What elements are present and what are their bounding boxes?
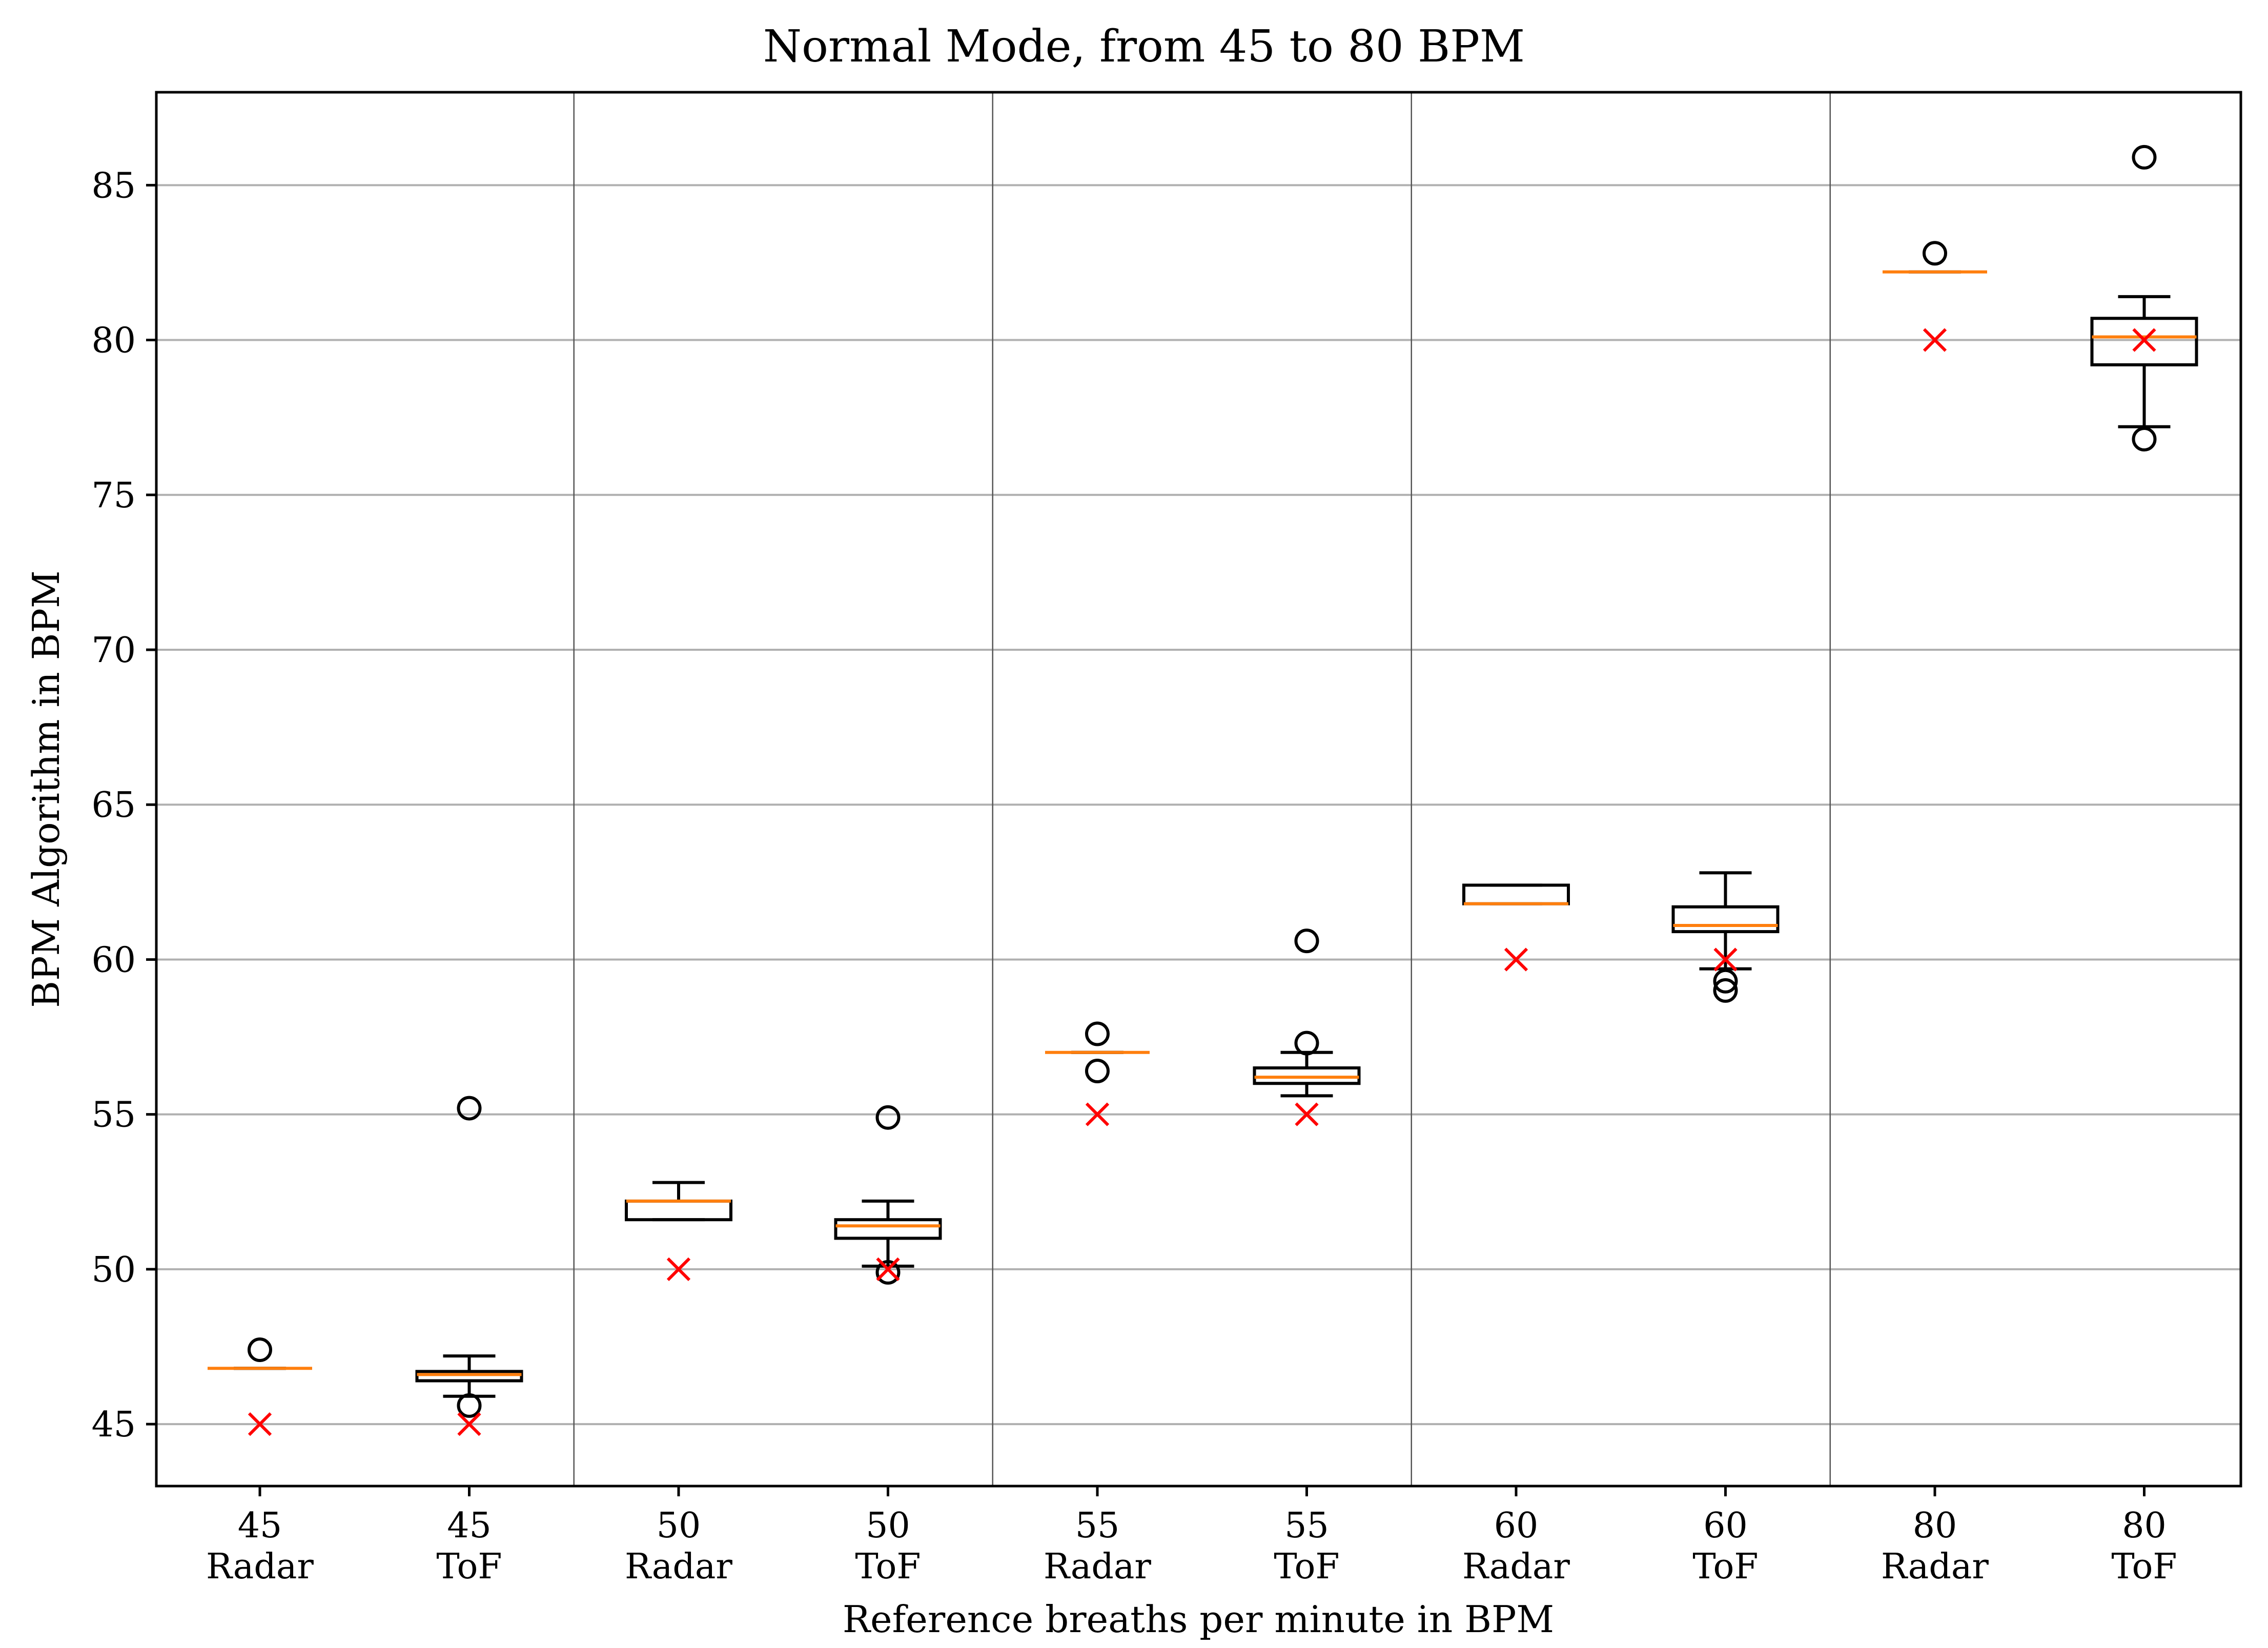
box-group-60-radar	[1462, 883, 1570, 972]
y-axis: 45 50 55 60 65 70 75 80 85	[91, 166, 156, 1445]
reference-marker-stroke	[1504, 947, 1528, 972]
reference-marker	[1295, 1102, 1319, 1126]
outlier-point	[457, 1096, 482, 1121]
reference-marker-stroke	[876, 1257, 900, 1282]
reference-marker	[1713, 947, 1738, 972]
x-axis: 45Radar45ToF50Radar50ToF55Radar55ToF60Ra…	[206, 1486, 2177, 1587]
box	[834, 1218, 942, 1240]
x-tick-label-sensor: Radar	[1462, 1547, 1570, 1587]
reference-marker	[457, 1412, 481, 1436]
data-layer	[208, 145, 2198, 1436]
y-tick-label: 50	[91, 1250, 136, 1290]
outlier-point	[1294, 929, 1319, 954]
x-tick-label-reference: 45	[238, 1506, 282, 1546]
reference-marker	[666, 1257, 691, 1282]
y-tick-label: 60	[91, 940, 136, 980]
y-tick-label: 75	[91, 476, 136, 516]
plot-frame	[155, 91, 2242, 1488]
x-tick-label-sensor: ToF	[855, 1547, 921, 1587]
outlier-point	[1085, 1059, 1110, 1084]
outlier-point	[1713, 969, 1738, 994]
x-axis-label: Reference breaths per minute in BPM	[843, 1598, 1554, 1641]
reference-marker	[1085, 1102, 1110, 1126]
y-tick-label: 85	[91, 166, 136, 206]
x-tick-label-reference: 55	[1284, 1506, 1329, 1546]
reference-marker	[2132, 328, 2156, 352]
box-group-55-tof	[1253, 929, 1361, 1126]
box-group-55-radar	[1045, 1021, 1150, 1126]
x-tick-label-reference: 80	[2122, 1506, 2167, 1546]
x-tick-label-reference: 60	[1703, 1506, 1748, 1546]
y-tick-label: 70	[91, 630, 136, 671]
outlier-point	[1294, 1031, 1319, 1056]
y-tick-label: 45	[91, 1405, 136, 1445]
reference-marker-stroke	[1085, 1102, 1110, 1126]
outlier-point	[457, 1393, 482, 1418]
box	[1253, 1066, 1361, 1085]
box-group-60-tof	[1671, 871, 1780, 1003]
box-group-50-tof	[834, 1105, 942, 1285]
x-tick-label-sensor: ToF	[1274, 1547, 1339, 1587]
y-tick-label: 80	[91, 321, 136, 361]
box-group-45-tof	[415, 1096, 523, 1436]
outlier-point	[2132, 426, 2157, 451]
x-tick-label-sensor: Radar	[1044, 1547, 1151, 1587]
reference-marker-stroke	[1295, 1102, 1319, 1126]
x-tick-label-sensor: ToF	[436, 1547, 502, 1587]
x-tick-label-reference: 55	[1075, 1506, 1120, 1546]
box	[415, 1370, 523, 1383]
box	[1671, 905, 1780, 934]
grid-layer	[156, 184, 2241, 1426]
x-tick-label-sensor: Radar	[206, 1547, 314, 1587]
box-group-80-radar	[1883, 241, 1987, 352]
x-tick-label-reference: 80	[1913, 1506, 1957, 1546]
reference-marker	[1923, 328, 1947, 352]
x-tick-label-sensor: Radar	[625, 1547, 732, 1587]
x-tick-label-sensor: ToF	[2111, 1547, 2177, 1587]
outlier-point	[875, 1105, 901, 1130]
x-tick-label-reference: 60	[1494, 1506, 1539, 1546]
outlier-point	[2132, 145, 2157, 170]
reference-marker	[1504, 947, 1528, 972]
reference-marker-stroke	[1923, 328, 1947, 352]
y-axis-label: BPM Algorithm in BPM	[25, 570, 68, 1008]
reference-marker	[248, 1412, 272, 1436]
y-tick-label: 55	[91, 1095, 136, 1136]
y-tick-label: 65	[91, 785, 136, 826]
outlier-point	[1713, 978, 1738, 1003]
reference-marker-stroke	[457, 1412, 481, 1436]
reference-marker-stroke	[248, 1412, 272, 1436]
outlier-point	[1085, 1021, 1110, 1046]
x-tick-label-reference: 50	[657, 1506, 701, 1546]
outlier-point	[875, 1260, 901, 1285]
reference-marker-stroke	[1713, 947, 1738, 972]
x-tick-label-reference: 45	[447, 1506, 492, 1546]
x-tick-label-sensor: ToF	[1692, 1547, 1758, 1587]
box-group-80-tof	[2090, 145, 2198, 451]
box	[2090, 317, 2198, 366]
outlier-point	[248, 1337, 272, 1363]
outlier-point	[1923, 241, 1947, 266]
box-group-50-radar	[625, 1181, 732, 1282]
x-tick-label-reference: 50	[866, 1506, 910, 1546]
group-separators	[573, 92, 1831, 1486]
x-tick-label-sensor: Radar	[1881, 1547, 1989, 1587]
reference-marker-stroke	[2132, 328, 2156, 352]
reference-marker	[876, 1257, 900, 1282]
box-group-45-radar	[208, 1337, 312, 1436]
chart-title: Normal Mode, from 45 to 80 BPM	[763, 21, 1525, 72]
reference-marker-stroke	[666, 1257, 691, 1282]
